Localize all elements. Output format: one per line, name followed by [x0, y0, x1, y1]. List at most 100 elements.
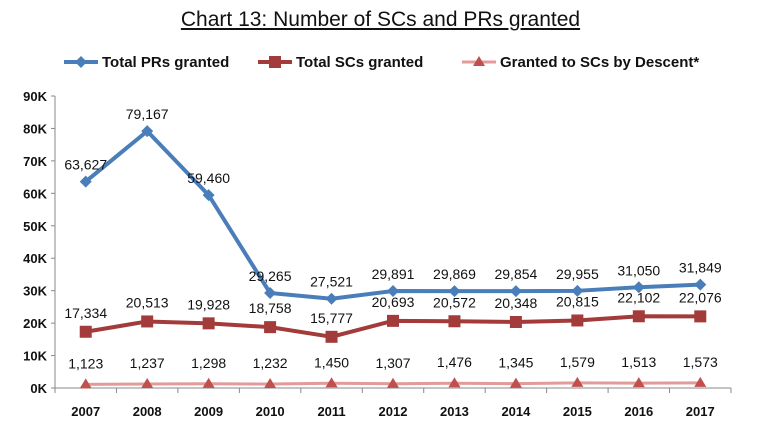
- data-point: [571, 284, 584, 297]
- data-point: [509, 285, 522, 298]
- data-point: [79, 175, 92, 188]
- data-label: 29,891: [372, 266, 415, 282]
- legend-marker-icon: [473, 56, 485, 66]
- legend-marker-icon: [269, 56, 281, 68]
- data-label: 18,758: [249, 300, 292, 316]
- data-label: 27,521: [310, 274, 353, 290]
- legend-item: Granted to SCs by Descent*: [462, 54, 699, 71]
- x-tick-label: 2016: [624, 404, 653, 419]
- x-tick-label: 2017: [686, 404, 715, 419]
- x-tick-label: 2011: [317, 404, 345, 419]
- x-tick-label: 2015: [563, 404, 592, 419]
- data-point: [632, 377, 645, 388]
- data-point: [79, 378, 92, 389]
- x-tick-label: 2014: [501, 404, 531, 419]
- data-label: 1,573: [683, 354, 718, 370]
- data-point: [202, 377, 215, 388]
- data-point: [202, 317, 215, 330]
- data-label: 1,476: [437, 354, 472, 370]
- legend-item: Total SCs granted: [258, 54, 423, 71]
- data-label: 29,854: [494, 266, 537, 282]
- x-tick-label: 2012: [379, 404, 408, 419]
- legend-label: Total SCs granted: [296, 54, 423, 71]
- data-point: [264, 287, 277, 300]
- data-point: [387, 314, 399, 327]
- data-label: 1,232: [253, 355, 288, 371]
- data-point: [509, 377, 522, 388]
- data-point: [325, 330, 338, 343]
- y-tick-label: 90K: [23, 89, 47, 104]
- x-tick-label: 2010: [256, 404, 285, 419]
- data-point: [694, 278, 707, 291]
- data-label: 17,334: [64, 305, 107, 321]
- data-label: 1,307: [375, 355, 410, 371]
- data-point: [632, 281, 645, 294]
- data-point: [79, 325, 92, 338]
- data-label: 20,513: [126, 294, 169, 310]
- legend-label: Total PRs granted: [102, 54, 229, 71]
- data-label: 31,849: [679, 260, 722, 276]
- data-point: [571, 376, 584, 387]
- data-point: [694, 310, 707, 323]
- y-tick-label: 60K: [23, 186, 47, 201]
- data-point: [264, 378, 277, 389]
- data-point: [509, 315, 522, 328]
- data-point: [632, 310, 645, 323]
- y-tick-label: 30K: [23, 284, 47, 299]
- data-point: [325, 292, 338, 305]
- data-label: 79,167: [126, 106, 169, 122]
- legend-item: Total PRs granted: [64, 54, 229, 71]
- y-tick-label: 40K: [23, 251, 47, 266]
- x-tick-label: 2008: [133, 404, 162, 419]
- data-label: 20,693: [372, 294, 415, 310]
- data-point: [571, 314, 584, 327]
- data-point: [694, 376, 707, 387]
- data-label: 20,815: [556, 293, 599, 309]
- y-tick-label: 50K: [23, 219, 47, 234]
- data-point: [141, 125, 154, 138]
- data-label: 29,265: [249, 268, 292, 284]
- x-tick-label: 2009: [194, 404, 223, 419]
- data-label: 1,345: [498, 355, 533, 371]
- data-label: 1,298: [191, 355, 226, 371]
- data-label: 1,237: [130, 355, 165, 371]
- data-point: [264, 321, 277, 334]
- data-label: 1,450: [314, 354, 349, 370]
- data-label: 1,123: [68, 355, 103, 371]
- data-label: 31,050: [617, 262, 660, 278]
- data-point: [141, 315, 154, 328]
- y-tick-label: 70K: [23, 154, 47, 169]
- x-tick-label: 2013: [440, 404, 469, 419]
- data-label: 22,102: [617, 289, 660, 305]
- data-label: 20,572: [433, 294, 476, 310]
- data-label: 15,777: [310, 310, 353, 326]
- data-label: 59,460: [187, 170, 230, 186]
- data-point: [141, 377, 154, 388]
- chart-title: Chart 13: Number of SCs and PRs granted: [180, 8, 581, 31]
- data-label: 19,928: [187, 296, 230, 312]
- y-tick-label: 20K: [23, 316, 47, 331]
- series-1: 17,334 20,513 19,928 18,758 15,777 20,693 20,5…: [64, 289, 722, 339]
- series-0: 63,627 79,167 59,460 29,265 27,521 29,891 29,8…: [64, 106, 722, 301]
- x-tick-label: 2007: [71, 404, 100, 419]
- data-point: [448, 315, 461, 328]
- data-label: 63,627: [64, 157, 107, 173]
- legend-label: Granted to SCs by Descent*: [500, 54, 699, 71]
- data-point: [387, 377, 399, 388]
- data-label: 1,579: [560, 354, 595, 370]
- data-label: 29,869: [433, 266, 476, 282]
- y-tick-label: 10K: [23, 349, 47, 364]
- data-point: [387, 285, 399, 298]
- data-point: [202, 189, 215, 202]
- legend-marker-icon: [75, 56, 87, 68]
- data-point: [325, 377, 338, 388]
- data-label: 22,076: [679, 289, 722, 305]
- data-point: [448, 285, 461, 298]
- data-label: 1,513: [621, 354, 656, 370]
- data-point: [448, 377, 461, 388]
- data-label: 20,348: [494, 295, 537, 311]
- data-label: 29,955: [556, 266, 599, 282]
- y-tick-label: 80K: [23, 121, 47, 136]
